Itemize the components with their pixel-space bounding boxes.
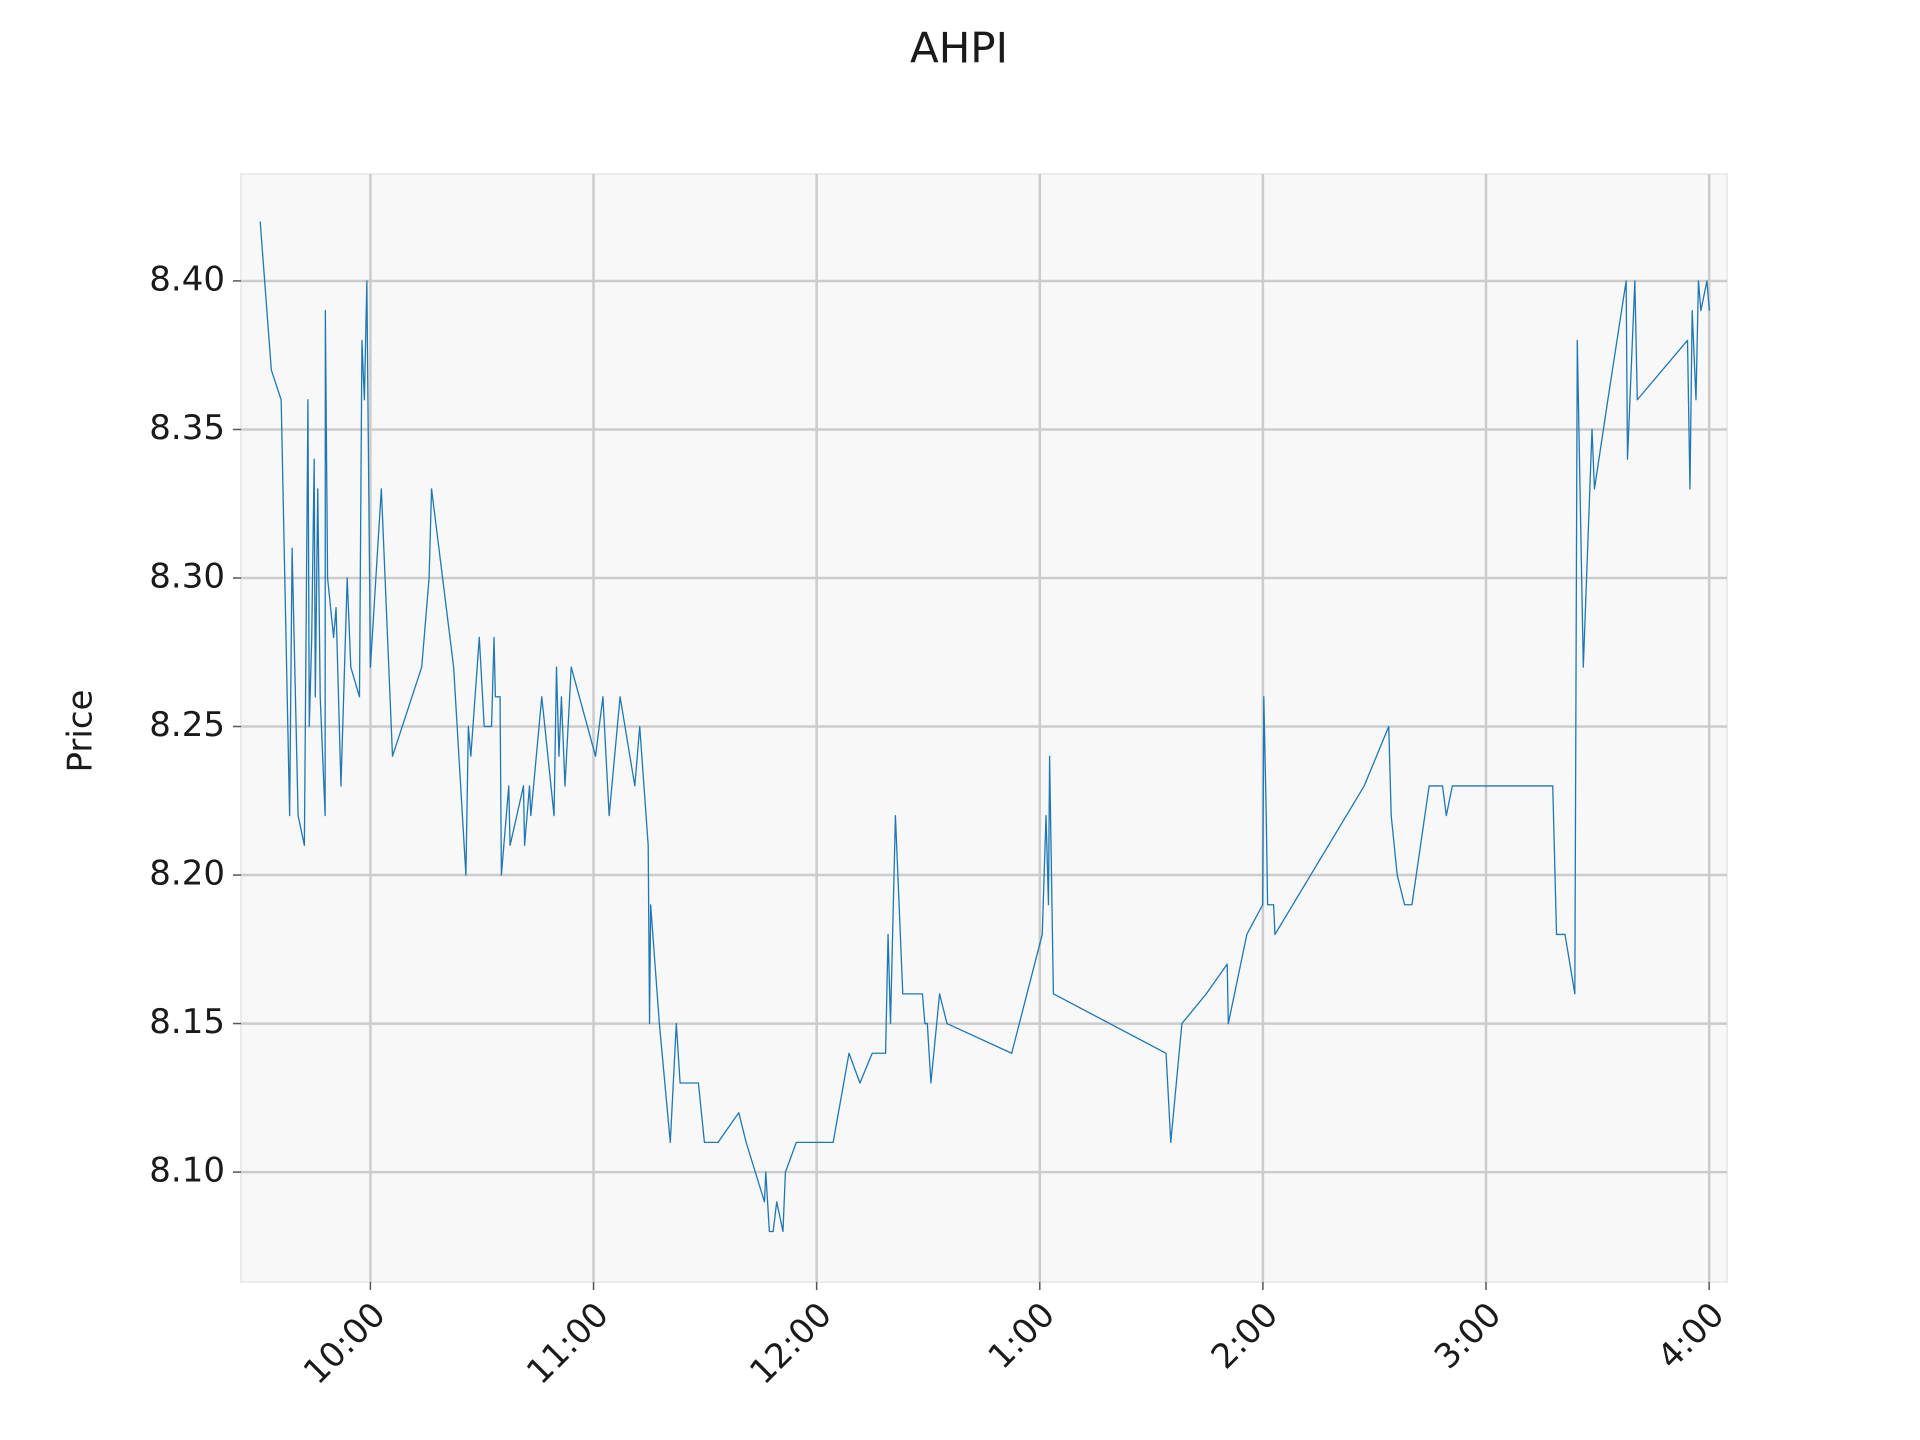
price-line [259, 221, 1711, 1233]
y-tick-label: 8.10 [149, 1151, 225, 1191]
y-tick-label: 8.15 [149, 1002, 225, 1042]
x-tick-label: 11:00 [519, 1295, 617, 1393]
y-tick-label: 8.20 [149, 854, 225, 894]
y-tick-label: 8.25 [149, 705, 225, 745]
x-tick-label: 10:00 [296, 1295, 394, 1393]
x-tick-label: 2:00 [1204, 1295, 1286, 1377]
x-tick-label: 4:00 [1650, 1295, 1732, 1377]
y-tick-label: 8.35 [149, 408, 225, 448]
x-tick-label: 3:00 [1427, 1295, 1509, 1377]
plot-area [240, 173, 1728, 1283]
x-tick-label: 1:00 [981, 1295, 1063, 1377]
x-tick-label: 12:00 [742, 1295, 840, 1393]
chart-title: AHPI [910, 24, 1008, 73]
y-tick-label: 8.30 [149, 556, 225, 596]
y-axis-label: Price [61, 690, 101, 773]
y-tick-label: 8.40 [149, 259, 225, 299]
